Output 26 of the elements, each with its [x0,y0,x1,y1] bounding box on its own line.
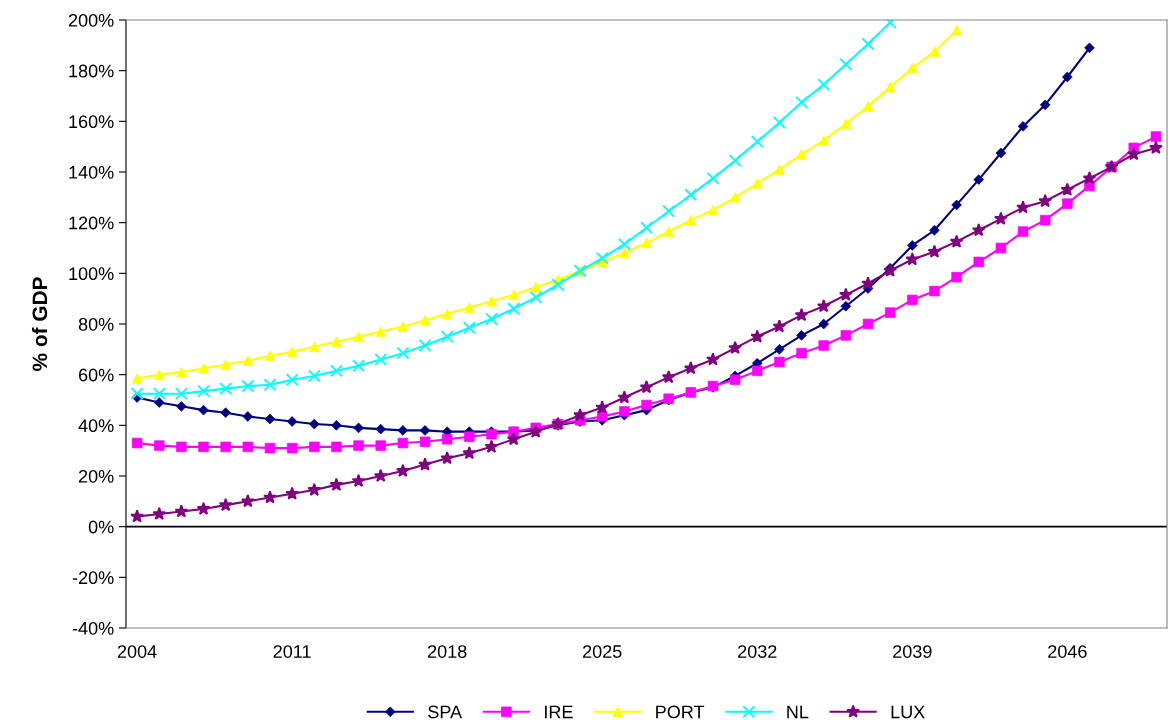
legend-label: IRE [545,705,573,719]
y-tick-label: 200% [68,13,114,27]
legend-label: LUX [891,705,925,719]
x-tick-label: 2004 [117,645,157,658]
x-tick-label: 2046 [1048,645,1087,658]
legend-label: PORT [656,705,705,719]
y-tick-label: 60% [78,368,114,382]
y-axis-title: % of GDP [31,277,48,371]
y-tick-label: -40% [72,621,114,635]
y-tick-label: 0% [88,520,114,534]
y-tick-label: 40% [78,419,114,433]
y-tick-label: 100% [69,267,114,281]
y-tick-label: 80% [78,317,114,331]
x-tick-label: 2039 [893,645,932,658]
legend-label: NL [787,705,809,719]
y-tick-label: 140% [69,165,114,179]
x-tick-label: 2025 [583,645,622,658]
y-tick-label: -20% [72,571,114,585]
y-tick-label: 20% [78,469,114,483]
y-tick-label: 120% [69,216,114,230]
y-tick-label: 180% [69,64,114,78]
x-tick-label: 2032 [738,645,777,658]
legend-label: SPA [428,705,463,719]
x-tick-label: 2018 [427,645,467,658]
y-tick-label: 160% [69,115,114,129]
x-tick-label: 2011 [273,645,311,658]
